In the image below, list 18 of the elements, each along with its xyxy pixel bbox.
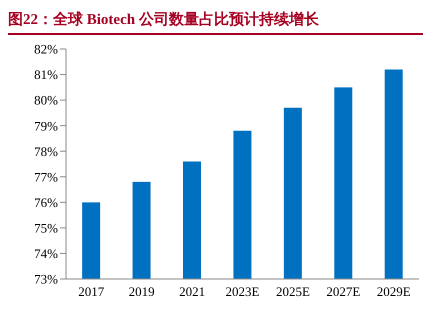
x-tick-label: 2029E [376,284,411,300]
chart-title: 图22：全球 Biotech 公司数量占比预计持续增长 [8,10,320,30]
y-tick-label: 74% [34,246,58,262]
y-tick-label: 73% [34,272,58,287]
y-tick-label: 81% [34,67,58,82]
x-tick-label: 2017 [78,284,105,300]
y-tick-label: 78% [34,144,58,159]
x-tick-label: 2019 [128,284,155,300]
x-tick-label: 2021 [179,284,206,300]
y-tick-label: 82% [34,42,58,57]
x-tick-label: 2023E [226,284,260,300]
x-tick-label: 2027E [326,284,360,300]
y-tick-label: 76% [34,194,58,210]
x-tick-label: 2025E [276,284,310,300]
y-tick-label: 79% [34,118,58,134]
y-tick-label: 75% [34,220,58,236]
y-tick-label: 80% [34,92,58,108]
y-tick-label: 77% [34,169,58,184]
